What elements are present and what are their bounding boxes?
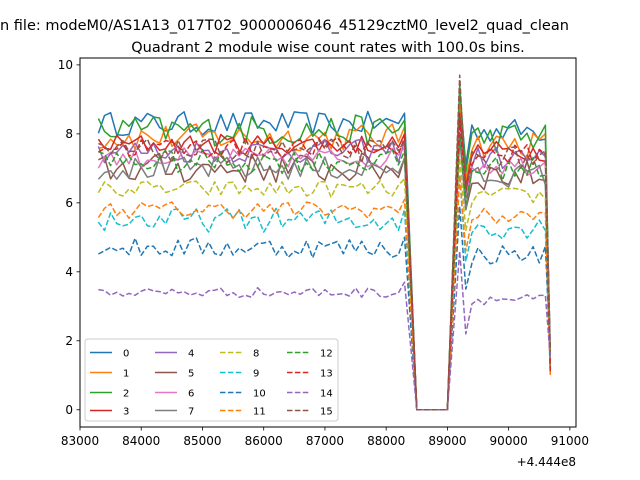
series-line-14 <box>98 250 552 411</box>
y-tick-label: 10 <box>58 58 73 72</box>
legend-label-9: 9 <box>253 368 259 379</box>
x-tick-label: 86000 <box>245 434 283 448</box>
legend-label-4: 4 <box>188 348 194 359</box>
series-line-0 <box>97 91 552 411</box>
legend-label-2: 2 <box>123 388 129 399</box>
legend-label-12: 12 <box>320 348 333 359</box>
x-tick-label: 88000 <box>367 434 405 448</box>
legend-label-1: 1 <box>123 368 129 379</box>
series-line-7 <box>97 136 552 411</box>
legend-label-0: 0 <box>123 348 129 359</box>
legend-label-8: 8 <box>253 348 259 359</box>
x-tick-label: 89000 <box>428 434 466 448</box>
legend-label-15: 15 <box>320 406 333 417</box>
series-line-4 <box>97 119 552 411</box>
x-tick-label: 84000 <box>122 434 160 448</box>
legend-label-6: 6 <box>188 388 194 399</box>
y-tick-label: 4 <box>65 265 73 279</box>
plot-axes: 83000 84000 85000 86000 87000 88000 89000 90000… <box>58 57 589 469</box>
suptitle: n file: modeM0/AS1A13_017T02_9000006046_… <box>0 18 569 34</box>
series-line-15 <box>98 74 552 411</box>
x-tick-label: 91000 <box>551 434 589 448</box>
y-axis: 0 2 4 6 8 10 <box>58 58 80 417</box>
x-tick-label: 87000 <box>306 434 344 448</box>
y-tick-label: 0 <box>65 403 73 417</box>
legend-label-11: 11 <box>253 406 266 417</box>
x-tick-label: 90000 <box>490 434 528 448</box>
chart-title: Quadrant 2 module wise count rates with … <box>131 40 525 56</box>
series-line-2 <box>97 84 552 411</box>
legend-label-13: 13 <box>320 368 333 379</box>
legend-label-14: 14 <box>320 388 333 399</box>
y-tick-label: 8 <box>65 127 73 141</box>
legend-label-10: 10 <box>253 388 266 399</box>
series-line-10 <box>98 205 552 411</box>
legend-label-7: 7 <box>188 406 194 417</box>
series-line-8 <box>97 157 552 411</box>
x-axis: 83000 84000 85000 86000 87000 88000 89000 90000… <box>61 427 589 448</box>
x-tick-label: 85000 <box>183 434 221 448</box>
series-line-11 <box>97 174 552 411</box>
series-line-12 <box>98 133 552 411</box>
legend-box <box>84 338 339 422</box>
plot-frame <box>79 57 577 428</box>
series-layer <box>97 74 552 411</box>
legend-label-5: 5 <box>188 368 194 379</box>
series-line-5 <box>98 115 552 411</box>
y-tick-label: 2 <box>65 334 73 348</box>
series-line-9 <box>97 174 552 411</box>
x-tick-label: 83000 <box>61 434 99 448</box>
y-tick-label: 6 <box>65 196 73 210</box>
legend-label-3: 3 <box>123 406 129 417</box>
x-offset-label: +4.444e8 <box>517 455 576 469</box>
